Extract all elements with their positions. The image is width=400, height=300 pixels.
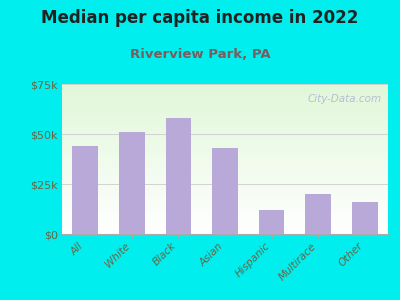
Bar: [212, 148, 238, 234]
Bar: [166, 118, 191, 234]
Text: Riverview Park, PA: Riverview Park, PA: [130, 48, 270, 61]
Text: Median per capita income in 2022: Median per capita income in 2022: [41, 9, 359, 27]
Bar: [259, 210, 284, 234]
Bar: [352, 202, 378, 234]
Bar: [119, 132, 145, 234]
Bar: [72, 146, 98, 234]
Text: City-Data.com: City-Data.com: [307, 94, 382, 104]
Bar: [305, 194, 331, 234]
